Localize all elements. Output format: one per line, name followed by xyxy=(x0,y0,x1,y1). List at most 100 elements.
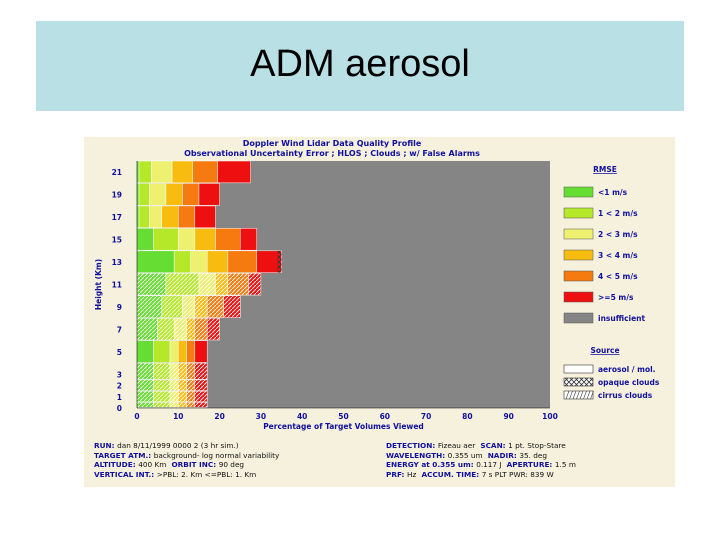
legend-source-title: Source xyxy=(590,346,619,355)
bar-segment xyxy=(136,228,154,251)
bar-segment-cirrus-pattern xyxy=(137,273,166,296)
bar-segment xyxy=(194,340,208,363)
legend-label: 4 < 5 m/s xyxy=(598,272,638,281)
bar-segment-cirrus-pattern xyxy=(137,318,158,341)
altitude-line: ALTITUDE: 400 Km ORBIT INC: 90 deg xyxy=(94,460,245,469)
y-tick-label: 15 xyxy=(112,236,122,245)
bar-segment-cirrus-pattern xyxy=(194,391,208,402)
legend-label: insufficient xyxy=(598,314,646,323)
energy-line: ENERGY at 0.355 um: 0.117 J APERTURE: 1.… xyxy=(386,460,576,469)
bar-segment xyxy=(136,340,154,363)
bar-segment xyxy=(227,250,258,273)
legend-label: >=5 m/s xyxy=(598,293,634,302)
y-tick-label: 9 xyxy=(117,303,122,312)
bar-segment-cirrus-pattern xyxy=(178,379,187,391)
x-tick-label: 20 xyxy=(214,412,224,421)
bar-segment xyxy=(138,160,152,184)
bar-segment xyxy=(136,183,140,206)
bar-segment xyxy=(215,228,241,251)
bar-segment xyxy=(178,228,196,251)
bar-segment xyxy=(178,205,196,229)
y-tick-label: 21 xyxy=(112,168,122,177)
bar-segment-cirrus-pattern xyxy=(186,391,195,402)
legend-hatch-stroke xyxy=(572,390,577,400)
bar-segment-cirrus-pattern xyxy=(161,295,183,318)
legend-swatch xyxy=(563,270,594,282)
chart-title: Doppler Wind Lidar Data Quality Profile xyxy=(243,139,422,148)
prf-line: PRF: Hz ACCUM. TIME: 7 s PLT PWR: 839 W xyxy=(386,469,554,479)
bar-segment-cirrus-pattern xyxy=(157,318,175,341)
run-info-right: DETECTION: Fizeau aer SCAN: 1 pt. Stop-S… xyxy=(386,441,576,479)
bar-segment xyxy=(194,228,216,251)
bar-segment xyxy=(161,205,179,229)
legend-hatch-stroke xyxy=(590,390,594,400)
legend-source-label: cirrus clouds xyxy=(598,391,653,400)
y-axis-label: Height (Km) xyxy=(94,259,103,310)
bar-segment xyxy=(153,340,171,363)
bar-segment-cirrus-pattern xyxy=(153,391,171,402)
bar-segment-cirrus-pattern xyxy=(227,273,249,296)
bar-segment xyxy=(136,160,140,184)
x-tick-label: 30 xyxy=(256,412,266,421)
bar-segment-cirrus-pattern xyxy=(207,318,220,341)
bar-segment-cirrus-pattern xyxy=(215,273,228,296)
bar-segment xyxy=(198,183,220,206)
bar-segment xyxy=(136,250,175,273)
legend-source-swatch xyxy=(563,390,594,400)
bar-segment xyxy=(171,160,194,184)
x-tick-label: 60 xyxy=(380,412,390,421)
legend-swatch xyxy=(563,312,594,324)
bar-segment xyxy=(149,183,167,206)
bar-segment-cirrus-pattern xyxy=(170,391,179,402)
chart-figure: Doppler Wind Lidar Data Quality Profile O… xyxy=(84,137,675,487)
legend-hatch-stroke xyxy=(569,390,573,400)
bar-segment-cirrus-pattern xyxy=(194,295,208,318)
legend-source-label: opaque clouds xyxy=(598,378,660,387)
bar-segment-cirrus-pattern xyxy=(194,363,208,380)
bar-segment-cirrus-pattern xyxy=(198,273,216,296)
bar-segment-cirrus-pattern xyxy=(165,273,199,296)
x-tick-label: 70 xyxy=(421,412,431,421)
wavelength-line: WAVELENGTH: 0.355 um NADIR: 35. deg xyxy=(386,450,548,460)
bar-segment-cirrus-pattern xyxy=(174,318,187,341)
bar-segment-cirrus-pattern xyxy=(223,295,241,318)
bar-segment-cirrus-pattern xyxy=(248,273,261,296)
target-atm-line: TARGET ATM.: background- log normal vari… xyxy=(94,450,280,460)
bar-segment-cirrus-pattern xyxy=(194,379,208,391)
bar-segment-cirrus-pattern xyxy=(137,295,162,318)
legend-swatch xyxy=(563,291,594,303)
bar-segment xyxy=(217,160,251,184)
slide-title: ADM aerosol xyxy=(250,43,470,85)
bar-segment xyxy=(149,205,163,229)
y-tick-label: 0 xyxy=(117,404,122,413)
y-tick-label: 3 xyxy=(117,370,122,379)
legend-source-pattern xyxy=(564,378,593,386)
y-tick-label: 1 xyxy=(117,393,122,402)
legend-swatch xyxy=(563,207,594,219)
bar-segment xyxy=(256,250,282,273)
y-tick-label: 7 xyxy=(117,325,122,334)
legend-label: 2 < 3 m/s xyxy=(598,230,638,239)
bar-segment xyxy=(192,160,218,184)
bar-segment xyxy=(182,183,200,206)
bar-segment-cirrus-pattern xyxy=(153,379,171,391)
y-tick-label: 13 xyxy=(112,258,122,267)
y-tick-label: 19 xyxy=(112,191,122,200)
bar-segment-cirrus-pattern xyxy=(137,391,154,402)
bar-segment-cirrus-pattern xyxy=(153,363,171,380)
vertical-int-line: VERTICAL INT.: >PBL: 2. Km <=PBL: 1. Km xyxy=(94,469,257,479)
x-tick-label: 90 xyxy=(503,412,513,421)
bar-segment-cirrus-pattern xyxy=(186,379,195,391)
bar-segment xyxy=(190,250,208,273)
x-tick-label: 40 xyxy=(297,412,307,421)
title-band: ADM aerosol xyxy=(36,21,684,111)
bar-segment-cirrus-pattern xyxy=(137,379,154,391)
bar-segment xyxy=(153,228,179,251)
bar-segment-cirrus-pattern xyxy=(153,402,171,408)
run-line: RUN: dan 8/11/1999 0000 2 (3 hr sim.) xyxy=(94,441,239,450)
bar-segment xyxy=(240,228,258,251)
x-tick-label: 80 xyxy=(462,412,472,421)
x-axis-label: Percentage of Target Volumes Viewed xyxy=(263,422,424,431)
legend-hatch-stroke xyxy=(583,390,587,400)
bar-segment-cirrus-pattern xyxy=(186,318,195,341)
